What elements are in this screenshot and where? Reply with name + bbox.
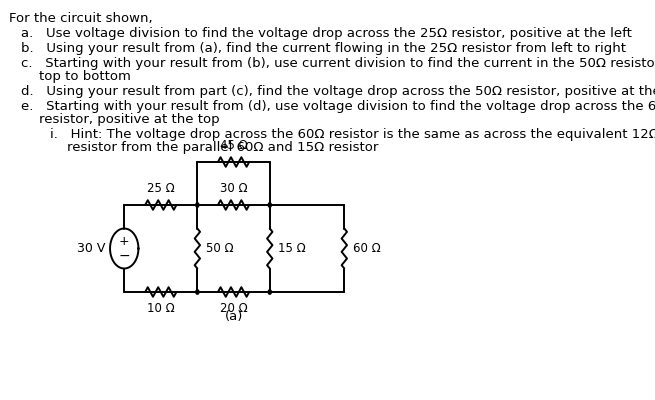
Text: d.   Using your result from part (c), find the voltage drop across the 50Ω resis: d. Using your result from part (c), find… xyxy=(22,85,655,98)
Text: c.   Starting with your result from (b), use current division to find the curren: c. Starting with your result from (b), u… xyxy=(22,57,655,70)
Text: b.   Using your result from (a), find the current flowing in the 25Ω resistor fr: b. Using your result from (a), find the … xyxy=(22,42,626,55)
Text: 25 Ω: 25 Ω xyxy=(147,182,175,195)
Circle shape xyxy=(196,290,199,294)
Text: −: − xyxy=(119,248,130,262)
Text: a.   Use voltage division to find the voltage drop across the 25Ω resistor, posi: a. Use voltage division to find the volt… xyxy=(22,27,632,40)
Circle shape xyxy=(268,203,271,207)
Text: 30 V: 30 V xyxy=(77,242,105,255)
Text: e.   Starting with your result from (d), use voltage division to find the voltag: e. Starting with your result from (d), u… xyxy=(22,100,655,113)
Text: 45 Ω: 45 Ω xyxy=(219,139,248,152)
Text: 15 Ω: 15 Ω xyxy=(278,242,306,255)
Circle shape xyxy=(268,290,271,294)
Text: 20 Ω: 20 Ω xyxy=(219,302,248,315)
Text: 10 Ω: 10 Ω xyxy=(147,302,175,315)
Text: resistor, positive at the top: resistor, positive at the top xyxy=(39,113,219,126)
Text: 50 Ω: 50 Ω xyxy=(206,242,233,255)
Text: 30 Ω: 30 Ω xyxy=(219,182,248,195)
Text: top to bottom: top to bottom xyxy=(39,70,131,83)
Text: +: + xyxy=(119,235,130,248)
Text: For the circuit shown,: For the circuit shown, xyxy=(9,12,153,25)
Text: resistor from the parallel 60Ω and 15Ω resistor: resistor from the parallel 60Ω and 15Ω r… xyxy=(67,141,379,154)
Text: 60 Ω: 60 Ω xyxy=(353,242,381,255)
Circle shape xyxy=(196,203,199,207)
Text: (a): (a) xyxy=(225,310,243,323)
Text: i.   Hint: The voltage drop across the 60Ω resistor is the same as across the eq: i. Hint: The voltage drop across the 60Ω… xyxy=(50,128,655,141)
